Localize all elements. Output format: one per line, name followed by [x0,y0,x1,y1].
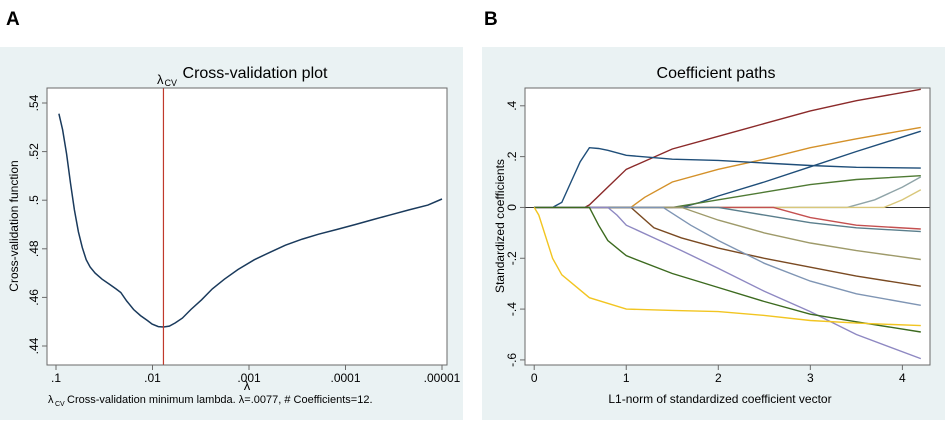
x-tick-label-b: 1 [623,371,630,385]
coefficient-path-lines [533,88,922,360]
coefficient-path-path-11 [534,206,921,287]
footnote-text: Cross-validation minimum lambda. λ=.0077… [67,394,373,406]
coefficient-path-path-15 [533,207,921,327]
y-tick-label-b: .4 [505,100,519,110]
chart-b-ylabel: Standardized coefficients [493,159,507,293]
coefficient-path-path-4 [534,130,922,209]
y-tick-label-a: .52 [27,143,41,160]
coefficient-path-path-12 [534,206,921,306]
plot-b-frame [524,87,931,366]
panel-letter-a: A [6,9,20,30]
y-tick-label-b: -.6 [505,353,519,367]
coefficient-path-path-13 [534,206,922,360]
x-tick-label-a: .00001 [424,371,461,385]
y-tick-label-b: -.2 [505,251,519,265]
x-tick-label-a: .1 [51,371,61,385]
plot-a-ticks: .1 .01 .001 .0001 .00001 .44 .46 .48 .5 .52 .54 [27,94,461,385]
footnote-symbol: λ [48,394,54,406]
x-tick-label-a: .001 [237,371,261,385]
panel-letter-b: B [484,9,498,30]
y-tick-label-a: .5 [27,195,41,205]
chart-a-footnote: λ CV Cross-validation minimum lambda. λ=… [48,394,373,408]
lambda-cv-label: λ CV [157,72,177,88]
y-tick-label-a: .46 [27,289,41,306]
chart-b-xlabel: L1-norm of standardized coefficient vect… [608,392,831,406]
x-tick-label-a: .0001 [330,371,360,385]
plot-a-frame [46,87,448,366]
plot-a-area [47,88,447,365]
y-tick-label-b: 0 [505,204,519,211]
coefficient-path-path-3 [534,146,921,209]
x-tick-label-b: 4 [899,371,906,385]
x-tick-label-b: 0 [531,371,538,385]
chart-b-title: Coefficient paths [657,65,776,82]
y-tick-label-a: .54 [27,94,41,111]
coefficient-path-path-9 [534,206,921,233]
coefficient-path-path-10 [534,206,921,261]
chart-a-title: Cross-validation plot [183,65,329,82]
y-tick-label-a: .48 [27,240,41,257]
x-tick-label-a: .01 [144,371,161,385]
coefficient-path-path-1 [534,88,921,209]
y-tick-label-b: -.4 [505,302,519,316]
y-tick-label-b: .2 [505,151,519,161]
coefficient-path-path-2 [534,126,921,209]
y-tick-label-a: .44 [27,337,41,354]
plot-b-ticks: 0 1 2 3 4 -.6 -.4 -.2 0 .2 .4 [505,100,906,385]
chart-a-ylabel: Cross-validation function [7,160,21,291]
coefficient-path-path-14 [534,206,921,333]
footnote-subscript: CV [55,401,65,408]
lambda-cv-label-symbol: λ [157,72,164,87]
x-tick-label-b: 2 [715,371,722,385]
lambda-cv-label-subscript: CV [164,78,177,88]
chart-a-xlabel: λ [244,378,251,393]
x-tick-label-b: 3 [807,371,814,385]
